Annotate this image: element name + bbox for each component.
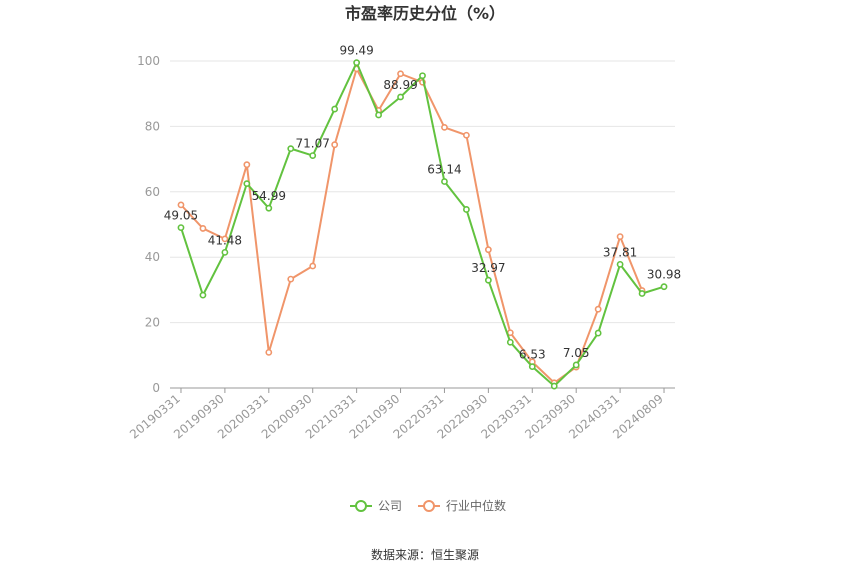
legend-marker [423,500,435,512]
y-tick-label: 20 [145,316,160,330]
data-point [177,224,185,232]
data-point [572,361,580,369]
data-label: 88.99 [383,78,417,92]
series-layer [177,59,668,390]
y-tick-label: 0 [152,381,160,395]
data-point [199,291,207,299]
data-labels: 49.05 41.48 54.99 71.07 99.49 88.99 63.14 32.97… [164,44,681,362]
data-label: 30.98 [647,268,681,282]
y-tick-label: 80 [145,119,160,133]
data-label: 49.05 [164,209,198,223]
data-point [243,161,251,169]
data-label: 41.48 [208,233,242,247]
data-point [594,305,602,313]
data-point [528,363,536,371]
x-axis: 2019033120190930202003312020093020210331… [127,387,675,442]
data-point [616,233,624,240]
data-point [638,290,646,297]
grid-lines [170,60,675,324]
data-label: 99.49 [339,44,373,58]
data-point [265,204,273,212]
legend-item-industry-median[interactable]: 行业中位数 [418,498,506,513]
data-point [419,72,426,80]
data-point [550,382,558,390]
legend-marker [355,500,367,512]
source-note: 数据来源：恒生聚源 [371,547,479,562]
data-point [221,248,229,256]
data-point [397,93,404,101]
data-point [177,201,185,209]
data-point [484,246,492,254]
data-point [463,206,470,213]
y-tick-label: 60 [145,185,160,199]
data-label: 32.97 [471,261,505,275]
data-label: 37.81 [603,245,637,259]
data-point [441,178,448,185]
data-label: 7.05 [563,346,590,360]
data-point [441,123,448,131]
data-point [221,235,229,243]
data-point [331,105,339,113]
data-point [309,262,317,270]
data-point [375,111,382,119]
data-point [199,225,207,232]
data-point [616,260,624,268]
legend-label: 行业中位数 [446,498,506,513]
data-point [331,141,339,149]
data-point [660,283,668,291]
data-point [463,131,470,139]
data-label: 6.53 [519,348,546,362]
legend[interactable]: 公司 行业中位数 [350,498,506,513]
data-point [309,152,317,160]
y-tick-label: 100 [137,54,160,68]
data-point [484,276,492,284]
data-point [265,348,273,356]
data-point [594,329,602,337]
y-axis: 0 20 40 60 80 100 [137,54,160,395]
chart-title: 市盈率历史分位（%） [345,4,505,23]
y-tick-label: 40 [145,250,160,264]
legend-label: 公司 [378,499,402,513]
data-point [506,338,514,346]
data-point [287,275,295,283]
data-point [397,70,404,78]
series-line-industry-median [180,67,643,384]
legend-item-company[interactable]: 公司 [350,499,402,513]
data-label: 54.99 [252,189,286,203]
data-point [353,59,361,67]
data-point [243,180,251,188]
data-label: 71.07 [296,137,330,151]
data-point [287,145,295,153]
data-label: 63.14 [427,163,461,177]
